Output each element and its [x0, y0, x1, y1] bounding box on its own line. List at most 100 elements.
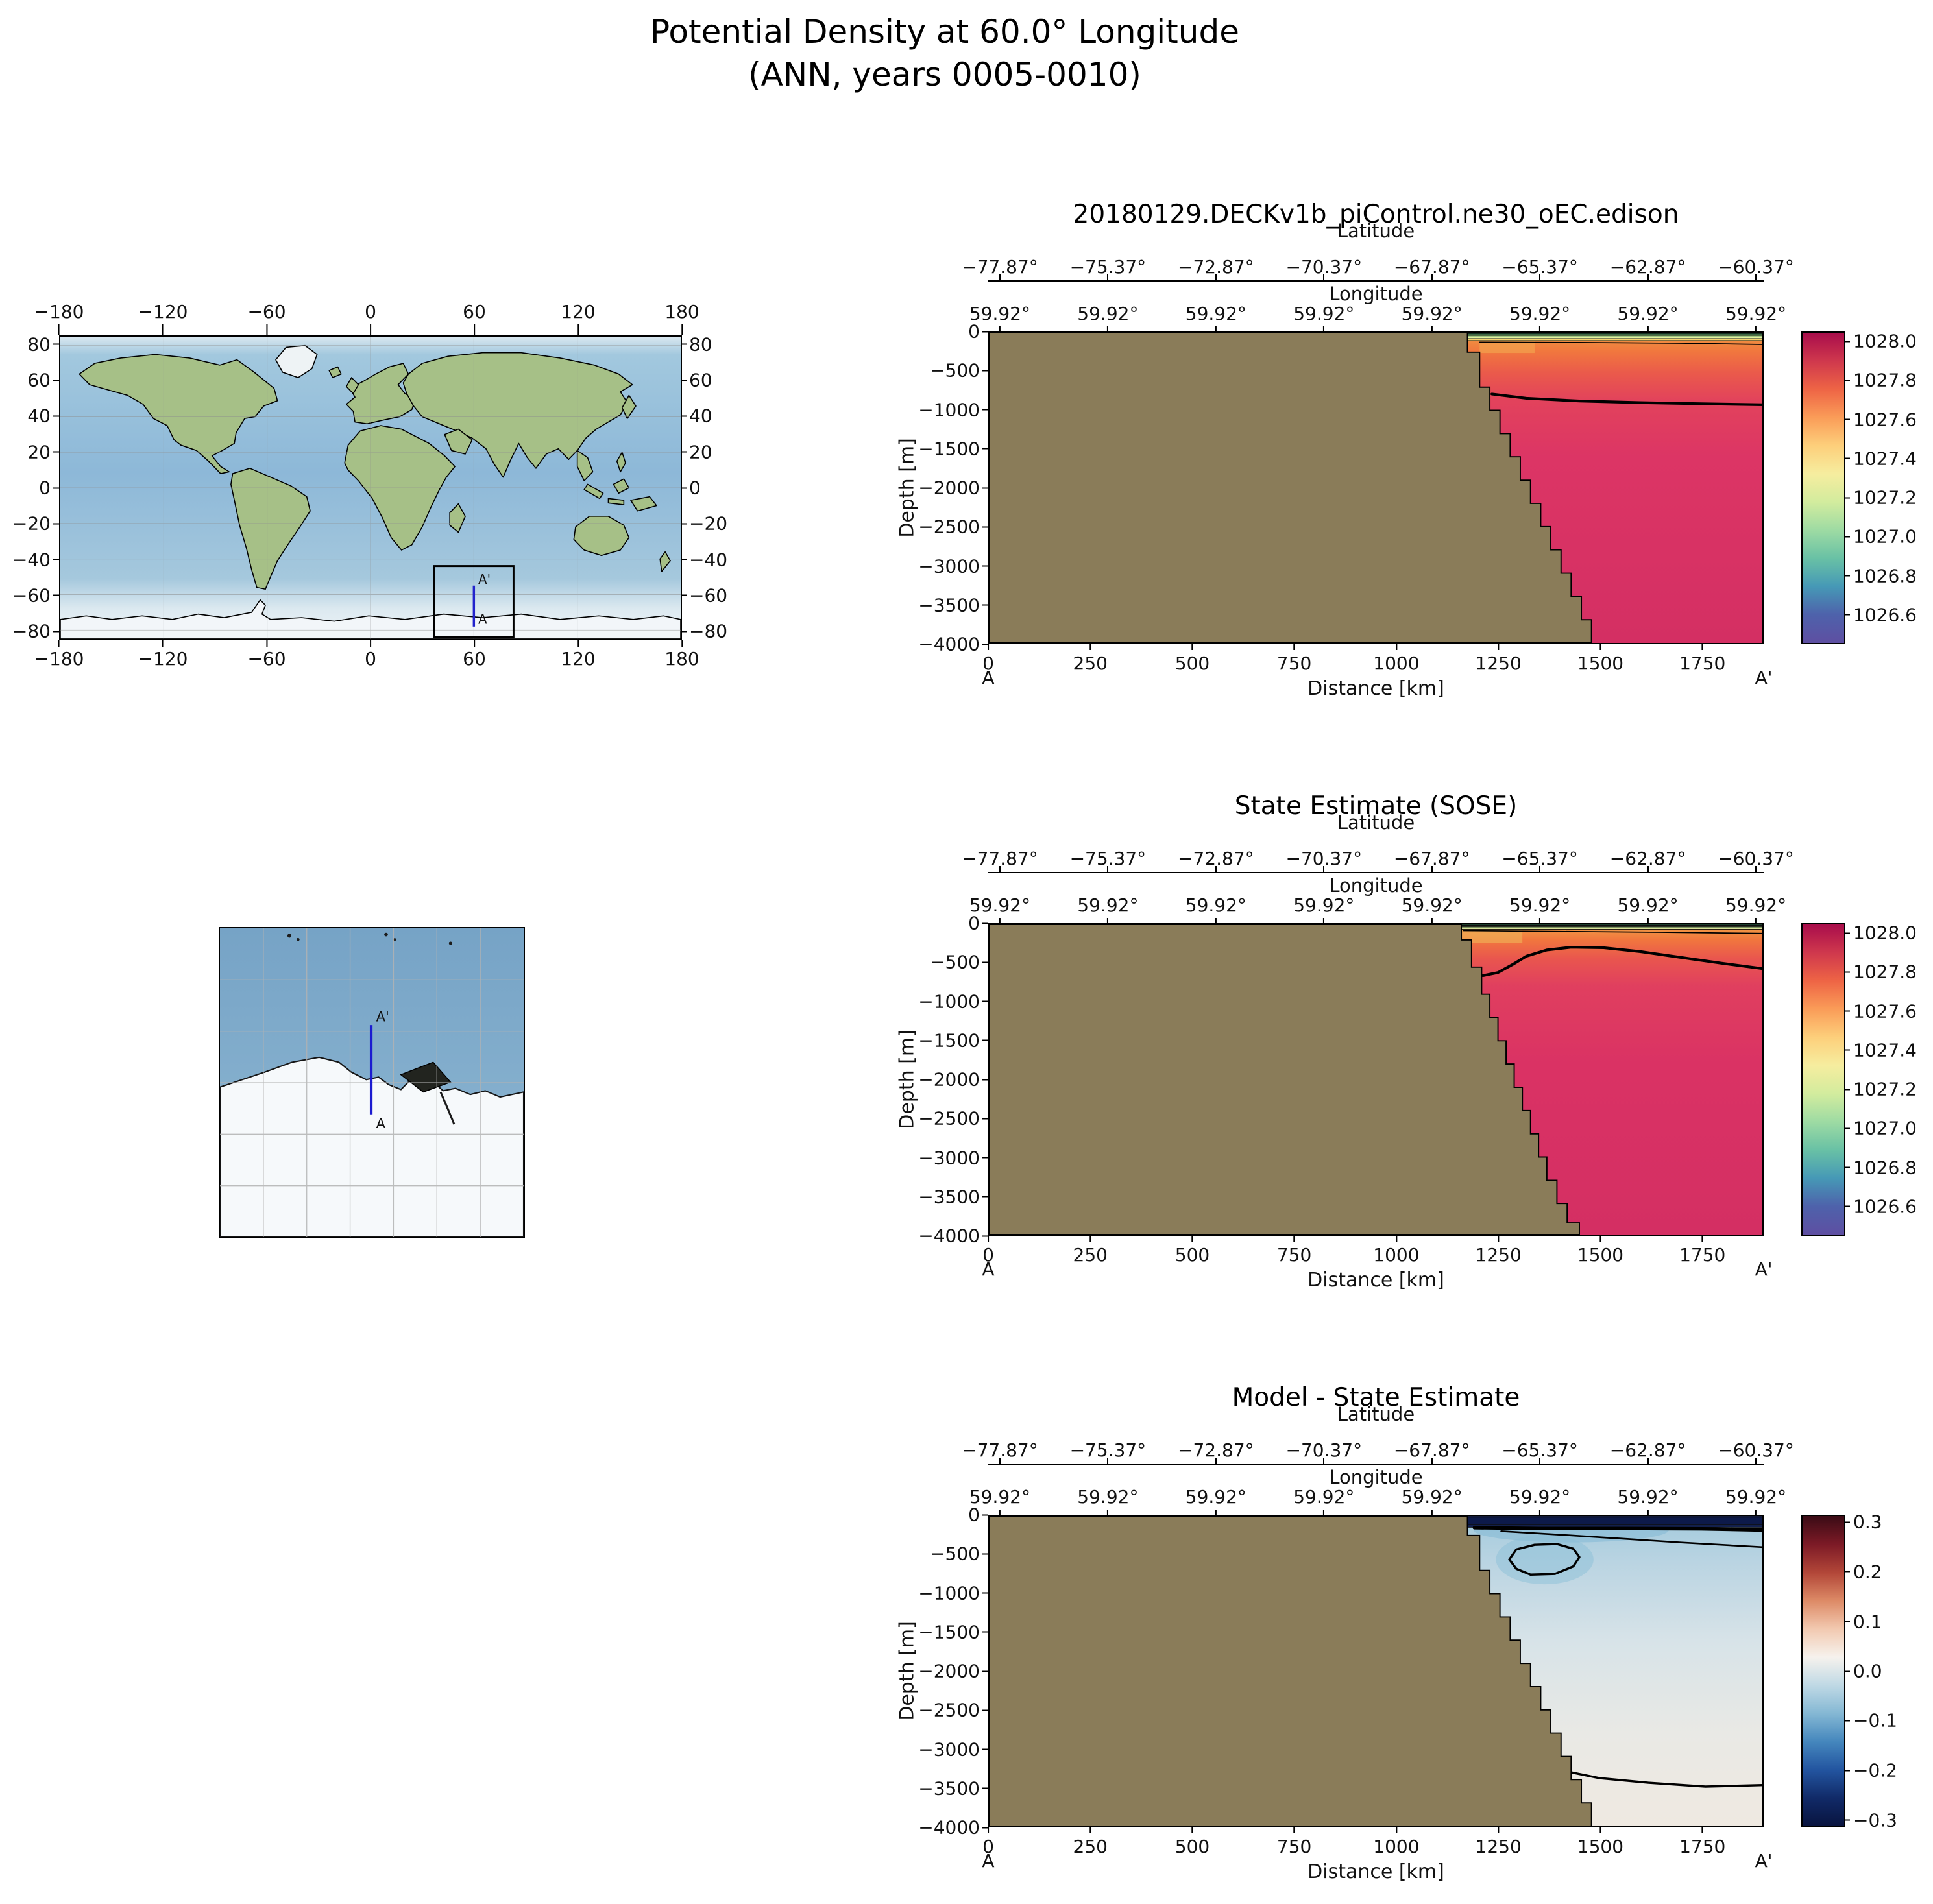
latitude-axis-label: Latitude: [1337, 1403, 1415, 1425]
world-map-lat-tick-label: 40: [689, 405, 712, 427]
colorbar-tick-label: 1027.2: [1853, 1078, 1917, 1100]
colorbar-tick-label: −0.2: [1853, 1759, 1897, 1781]
latitude-axis-tick: [999, 1458, 1001, 1464]
depth-axis-label: Depth [m]: [895, 438, 919, 538]
latitude-axis-tick: [999, 866, 1001, 872]
depth-tick-label: −1000: [918, 1582, 980, 1604]
depth-tick-label: −1500: [918, 438, 980, 460]
section-plot-model: [988, 331, 1764, 644]
world-map-lat-tick-label: −40: [12, 549, 51, 571]
world-map-lon-tick-label: 0: [365, 648, 376, 669]
colorbar-ticks: 0.3 0.2 0.1 0.0 −0.1 −0.2 −0.3: [1853, 1512, 1933, 1831]
longitude-axis-label: Longitude: [1329, 283, 1423, 305]
latitude-axis-tick: [1647, 274, 1649, 280]
longitude-ticks: 59.92° 59.92° 59.92° 59.92° 59.92° 59.92° 59.9…: [969, 1486, 1786, 1508]
distance-tick-label: 750: [1277, 1236, 1311, 1266]
world-map-lon-ticks-top: −180 −120 −60 0 60 120 180: [34, 301, 699, 323]
latitude-axis-line: [988, 1458, 1764, 1465]
depth-tick-label: −1500: [918, 1030, 980, 1052]
latitude-tick-label: −67.87°: [1393, 848, 1470, 869]
zoom-map-section-end-label: A': [376, 1008, 389, 1024]
colorbar: 1028.0 1027.8 1027.6 1027.4 1027.2 1027.0 1026…: [1801, 331, 1917, 644]
latitude-tick-label: −62.87°: [1609, 256, 1686, 278]
latitude-axis-tick: [1755, 274, 1757, 280]
latitude-axis-label: Latitude: [1337, 220, 1415, 242]
colorbar-tick-label: 1028.0: [1853, 922, 1917, 944]
longitude-tick-label: 59.92°: [1617, 303, 1679, 324]
distance-axis-label: Distance [km]: [1307, 677, 1444, 700]
depth-tick-label: −3000: [918, 1147, 980, 1168]
section-region-box: [433, 565, 515, 638]
world-map-lat-tick-label: 0: [689, 477, 701, 499]
distance-tick-label: 0: [982, 644, 994, 674]
colorbar-tick-label: 1027.8: [1853, 961, 1917, 983]
section-endpoint-labels: A A': [982, 667, 1772, 689]
figure-title: Potential Density at 60.0° Longitude (AN…: [0, 10, 1890, 96]
depth-tick-label: −500: [930, 951, 980, 973]
latitude-axis-tick: [1323, 274, 1325, 280]
world-map-lat-tick-label: −80: [12, 620, 51, 642]
longitude-axis-label: Longitude: [1329, 874, 1423, 897]
depth-tick-label: −4000: [918, 1225, 980, 1247]
world-map-lon-tick-label: 0: [365, 301, 376, 322]
world-map: A' A: [59, 335, 682, 640]
latitude-axis-tick: [1215, 1458, 1217, 1464]
latitude-axis-tick: [1107, 1458, 1109, 1464]
world-map-lon-tick-label: 180: [664, 301, 699, 322]
longitude-tick-label: 59.92°: [1293, 303, 1355, 324]
longitude-tick-label: 59.92°: [1401, 303, 1463, 324]
colorbar-gradient: [1801, 923, 1845, 1236]
zoom-map: A' A: [219, 927, 525, 1238]
colorbar-tick-label: 0.2: [1853, 1561, 1882, 1583]
antarctic-ice-layer: [220, 1056, 524, 1237]
world-map-lat-tick-label: −40: [689, 549, 728, 571]
longitude-tick-label: 59.92°: [1077, 895, 1139, 916]
world-map-lat-tick-label: −80: [689, 620, 728, 642]
depth-tick-label: −3500: [918, 594, 980, 616]
section-end-label: A': [1755, 1259, 1773, 1280]
latitude-axis-line: [988, 274, 1764, 282]
longitude-tick-label: 59.92°: [1293, 1486, 1355, 1508]
world-map-lon-tick-label: 120: [561, 301, 596, 322]
section-plot-image: [990, 1516, 1762, 1826]
depth-tick-label: −1000: [918, 991, 980, 1012]
world-map-section-start-label: A: [478, 611, 487, 627]
depth-ticks: 0 −500 −1000 −1500 −2000 −2500 −3000 −3500 −4000: [918, 1504, 980, 1838]
depth-tick-label: −1500: [918, 1621, 980, 1643]
latitude-tick-label: −77.87°: [962, 256, 1038, 278]
longitude-tick-label: 59.92°: [1725, 1486, 1787, 1508]
depth-tick-label: −500: [930, 1543, 980, 1565]
world-map-lat-tick-label: −20: [12, 512, 51, 535]
latitude-axis-tick: [1755, 1458, 1757, 1464]
longitude-tick-label: 59.92°: [1401, 1486, 1463, 1508]
latitude-tick-label: −62.87°: [1609, 1440, 1686, 1461]
latitude-tick-label: −72.87°: [1178, 256, 1254, 278]
colorbar-ticks: 1028.0 1027.8 1027.6 1027.4 1027.2 1027.0 1026…: [1853, 331, 1933, 644]
world-map-lon-tick-label: −180: [34, 648, 84, 669]
world-map-lat-ticks-right: 80 60 40 20 0 −20 −40 −60 −80: [689, 333, 748, 642]
depth-tick-label: −2000: [918, 1068, 980, 1091]
longitude-tick-label: 59.92°: [1725, 303, 1787, 324]
distance-tick-label: 1250: [1476, 1827, 1522, 1857]
figure-title-line1: Potential Density at 60.0° Longitude: [650, 13, 1239, 51]
depth-ticks: 0 −500 −1000 −1500 −2000 −2500 −3000 −3500 −4000: [918, 913, 980, 1247]
section-plot-image: [990, 924, 1762, 1235]
world-map-section-end-label: A': [478, 572, 491, 587]
colorbar-tick-label: 1026.8: [1853, 565, 1917, 587]
world-map-lat-tick-label: 60: [27, 369, 51, 391]
colorbar-tick-label: 1027.4: [1853, 448, 1917, 470]
latitude-tick-label: −62.87°: [1609, 848, 1686, 869]
longitude-tick-label: 59.92°: [1509, 1486, 1571, 1508]
latitude-axis-tick: [1647, 1458, 1649, 1464]
distance-tick-label: 250: [1073, 1236, 1108, 1266]
world-map-lat-tick-label: −60: [689, 584, 728, 607]
world-map-lon-tick-label: 180: [664, 648, 699, 669]
world-map-lon-tick-label: −60: [247, 301, 286, 322]
latitude-axis-tick: [999, 274, 1001, 280]
depth-tick-label: −2000: [918, 1660, 980, 1682]
latitude-tick-label: −60.37°: [1718, 256, 1794, 278]
world-map-lat-tick-label: 80: [27, 333, 51, 355]
colorbar-tick-label: 1026.8: [1853, 1157, 1917, 1179]
zoom-map-section-start-label: A: [376, 1115, 386, 1131]
latitude-axis-tick: [1539, 274, 1541, 280]
